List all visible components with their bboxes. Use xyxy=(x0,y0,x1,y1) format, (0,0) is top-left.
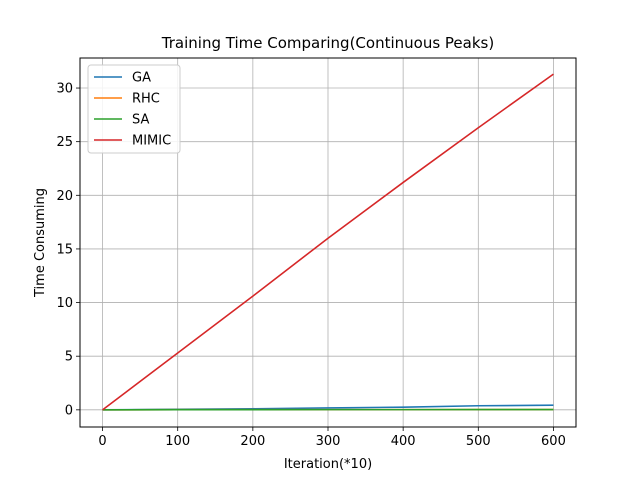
x-tick-label: 200 xyxy=(240,434,265,449)
y-tick-label: 10 xyxy=(56,296,73,311)
x-tick-label: 400 xyxy=(391,434,416,449)
y-tick-label: 25 xyxy=(56,135,73,150)
chart-title: Training Time Comparing(Continuous Peaks… xyxy=(161,34,494,52)
x-axis-label: Iteration(*10) xyxy=(284,457,372,472)
legend-label-sa: SA xyxy=(132,113,149,128)
legend-label-rhc: RHC xyxy=(132,92,160,107)
legend-label-mimic: MIMIC xyxy=(132,134,171,149)
x-tick-label: 300 xyxy=(316,434,341,449)
y-tick-label: 0 xyxy=(65,403,73,418)
y-tick-label: 20 xyxy=(56,189,73,204)
series-lines xyxy=(102,73,554,411)
x-tick-label: 0 xyxy=(98,434,106,449)
legend-label-ga: GA xyxy=(132,71,151,86)
axis-ticks: 0 100 200 300 400 500 600 0 5 10 15 20 25 30 xyxy=(56,82,565,449)
y-axis-label: Time Consuming xyxy=(33,188,48,298)
y-tick-label: 30 xyxy=(56,82,73,97)
x-tick-label: 500 xyxy=(466,434,491,449)
legend: GA RHC SA MIMIC xyxy=(87,64,181,154)
y-tick-label: 15 xyxy=(56,242,73,257)
x-tick-label: 600 xyxy=(541,434,566,449)
y-tick-label: 5 xyxy=(65,350,73,365)
x-tick-label: 100 xyxy=(165,434,190,449)
series-line-mimic xyxy=(102,73,554,411)
legend-box xyxy=(87,64,181,154)
